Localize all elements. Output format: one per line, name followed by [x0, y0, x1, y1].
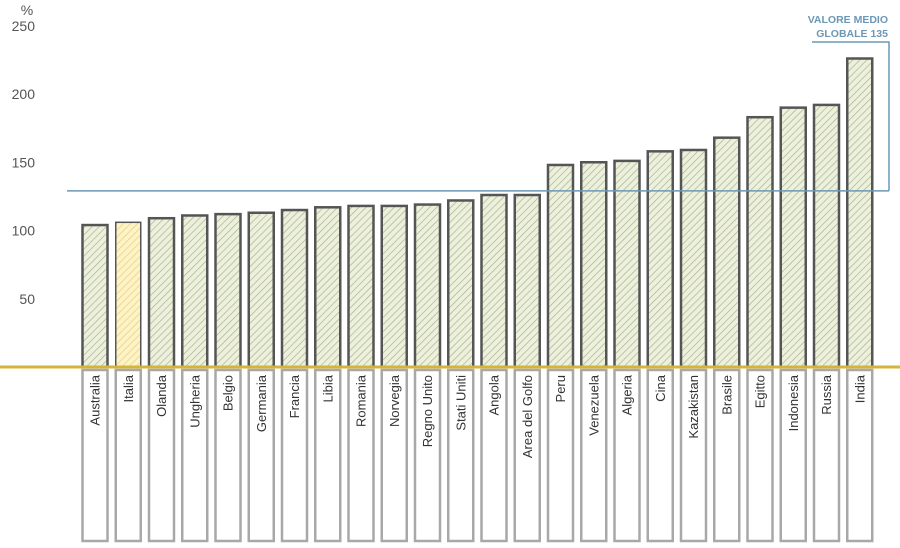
- category-label-box: [679, 368, 708, 543]
- bar-stati-uniti: [447, 199, 475, 369]
- average-label-bracket: [812, 41, 890, 191]
- category-label: Kazakistan: [686, 375, 701, 439]
- average-label-line2: GLOBALE 135: [816, 28, 888, 40]
- category-label: Egitto: [753, 375, 768, 408]
- category-label-box: [114, 368, 142, 543]
- category-label: Venezuela: [586, 374, 601, 435]
- bar-germania: [247, 211, 275, 369]
- category-label-box: [513, 368, 541, 543]
- bar-norvegia: [380, 204, 408, 369]
- bar-area-del-golfo: [513, 193, 541, 369]
- bar-romania: [347, 204, 375, 369]
- bar-egitto: [746, 115, 774, 369]
- category-label: Australia: [88, 374, 103, 425]
- category-label: Cina: [653, 374, 668, 402]
- category-label-box: [480, 368, 508, 543]
- category-label-box: [746, 368, 774, 543]
- bar-kazakistan: [679, 148, 708, 369]
- bar-india: [846, 57, 874, 369]
- category-label-box: [713, 368, 741, 543]
- bar-regno-unito: [413, 203, 442, 369]
- category-label: Italia: [121, 374, 136, 402]
- category-label: Indonesia: [786, 374, 801, 431]
- category-label-box: [546, 368, 575, 543]
- category-label-box: [812, 368, 841, 543]
- category-label: Germania: [254, 374, 269, 432]
- y-tick-label: 100: [12, 223, 36, 239]
- average-marker: VALORE MEDIO GLOBALE 135: [67, 14, 890, 192]
- category-label-box: [846, 368, 874, 543]
- bar-cina: [646, 150, 674, 369]
- bar-ungheria: [181, 214, 209, 369]
- category-label: Ungheria: [187, 374, 202, 428]
- category-label-box: [580, 368, 608, 543]
- bar-australia: [81, 223, 109, 369]
- category-label-box: [81, 368, 109, 543]
- y-tick-label: 250: [12, 18, 36, 34]
- bar-belgio: [214, 212, 242, 369]
- category-label-boxes: Australia Italia Olanda Ungheria Belgio Germa…: [81, 368, 874, 543]
- bar-indonesia: [779, 106, 807, 369]
- y-tick-label: 200: [12, 86, 36, 102]
- category-label: Regno Unito: [420, 375, 435, 447]
- category-label-box: [413, 368, 442, 543]
- bar-libia: [314, 206, 342, 369]
- category-label: Belgio: [221, 375, 236, 411]
- category-label: Libia: [320, 374, 335, 402]
- bars: [81, 57, 874, 369]
- category-label-box: [280, 368, 309, 543]
- category-label-box: [247, 368, 275, 543]
- bar-russia: [812, 103, 841, 369]
- category-label-box: [646, 368, 674, 543]
- bar-francia: [280, 208, 309, 369]
- category-label: Romania: [354, 374, 369, 427]
- y-tick-label: 150: [12, 154, 36, 170]
- category-label: Algeria: [620, 374, 635, 415]
- category-label: Stati Uniti: [453, 375, 468, 431]
- y-axis-unit-label: %: [21, 2, 33, 18]
- category-label-box: [314, 368, 342, 543]
- category-label: Francia: [287, 374, 302, 418]
- category-label-box: [181, 368, 209, 543]
- category-label-box: [779, 368, 807, 543]
- category-label-box: [214, 368, 242, 543]
- bar-olanda: [147, 216, 176, 369]
- y-axis-ticks: 50 100 150 200 250: [12, 18, 36, 307]
- category-label: Area del Golfo: [520, 375, 535, 458]
- y-tick-label: 50: [19, 291, 35, 307]
- category-label-box: [447, 368, 475, 543]
- category-label: Norvegia: [387, 374, 402, 427]
- category-label: Brasile: [719, 375, 734, 415]
- bar-brasile: [713, 136, 741, 369]
- category-label-box: [147, 368, 176, 543]
- category-label-box: [380, 368, 408, 543]
- category-label: Angola: [487, 374, 502, 415]
- average-label-line1: VALORE MEDIO: [808, 14, 888, 26]
- bar-peru: [546, 163, 575, 369]
- category-label: Olanda: [154, 374, 169, 417]
- category-label: India: [852, 374, 867, 403]
- bar-algeria: [613, 159, 641, 369]
- bar-italia: [115, 221, 142, 368]
- category-label: Russia: [819, 374, 834, 415]
- bar-venezuela: [580, 161, 608, 369]
- bar-angola: [480, 193, 508, 369]
- category-label: Peru: [553, 375, 568, 402]
- category-label-box: [613, 368, 641, 543]
- category-label-box: [347, 368, 375, 543]
